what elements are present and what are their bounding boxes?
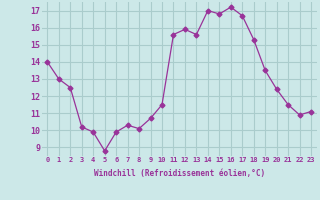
X-axis label: Windchill (Refroidissement éolien,°C): Windchill (Refroidissement éolien,°C) [94,169,265,178]
